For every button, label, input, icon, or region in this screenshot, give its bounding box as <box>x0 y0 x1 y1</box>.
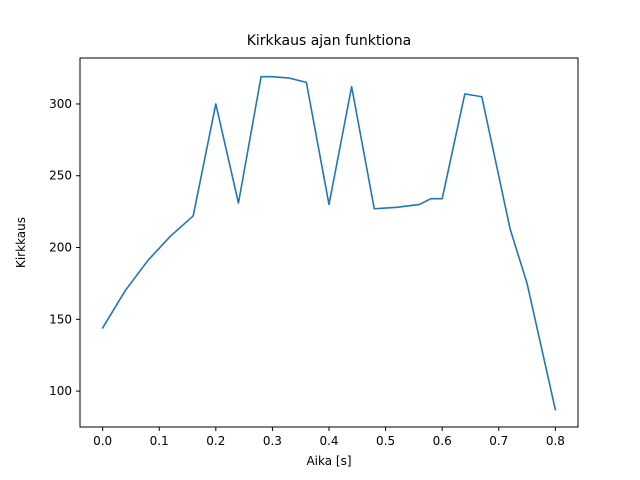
y-tick-label: 250 <box>49 169 72 183</box>
x-tick-label: 0.5 <box>376 434 395 448</box>
y-tick-label: 150 <box>49 312 72 326</box>
x-tick-label: 0.6 <box>433 434 452 448</box>
x-tick-label: 0.7 <box>489 434 508 448</box>
y-tick-label: 300 <box>49 97 72 111</box>
plot-frame <box>79 57 579 428</box>
x-tick-label: 0.0 <box>93 434 112 448</box>
x-tick-label: 0.8 <box>546 434 565 448</box>
data-line-kirkkaus <box>101 75 557 411</box>
x-tick-label: 0.4 <box>319 434 338 448</box>
x-axis-label: Aika [s] <box>306 454 351 468</box>
y-tick-label: 100 <box>49 384 72 398</box>
x-tick-label: 0.2 <box>206 434 225 448</box>
chart-title: Kirkkaus ajan funktiona <box>247 33 412 49</box>
y-tick-label: 200 <box>49 241 72 255</box>
x-tick-label: 0.1 <box>150 434 169 448</box>
y-axis-label: Kirkkaus <box>14 217 28 268</box>
x-tick-label: 0.3 <box>263 434 282 448</box>
